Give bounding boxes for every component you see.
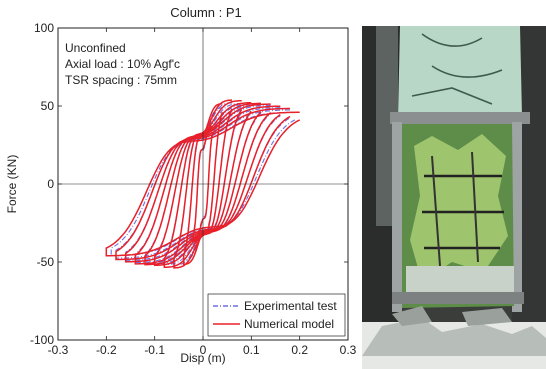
legend: Experimental test Numerical model [207,293,346,337]
hysteresis-chart: Column : P1 -0.3 -0.2 -0.1 0 0.1 0.2 0.3 -100 -5… [5,5,357,365]
x-tick-label: 0.3 [340,343,357,357]
axis-ticks: -0.3 -0.2 -0.1 0 0.1 0.2 0.3 -100 -50 0 50 100 [30,21,357,357]
annotation-confinement: Unconfined [65,41,126,55]
damaged-column-photo [362,26,546,369]
x-tick-label: -0.3 [48,343,69,357]
x-tick-label: 0.2 [291,343,308,357]
legend-label-numerical: Numerical model [244,317,334,331]
numerical-cycle [134,103,272,265]
y-tick-label: -50 [37,255,55,269]
y-tick-label: 50 [41,99,55,113]
x-axis-label: Disp (m) [180,351,225,365]
legend-box [207,293,346,337]
numerical-cycle [105,111,301,257]
numerical-cycle [173,99,233,269]
numerical-cycle [124,105,281,263]
x-tick-label: -0.2 [96,343,117,357]
x-tick-label: 0.1 [243,343,260,357]
plot-curves [105,99,301,269]
y-tick-label: 0 [47,177,54,191]
chart-title: Column : P1 [170,5,242,20]
x-tick-label: -0.1 [144,343,165,357]
experimental-cycle [110,111,296,257]
x-tick-label: 0 [200,343,207,357]
y-axis-label: Force (KN) [5,155,19,214]
annotation-axial-load: Axial load : 10% Agf'c [65,57,180,71]
y-tick-label: 100 [34,21,54,35]
numerical-cycle [153,101,252,267]
y-tick-label: -100 [30,333,54,347]
annotation-tsr-spacing: TSR spacing : 75mm [65,73,177,87]
legend-label-experimental: Experimental test [244,299,337,313]
experimental-cycle [115,109,291,259]
